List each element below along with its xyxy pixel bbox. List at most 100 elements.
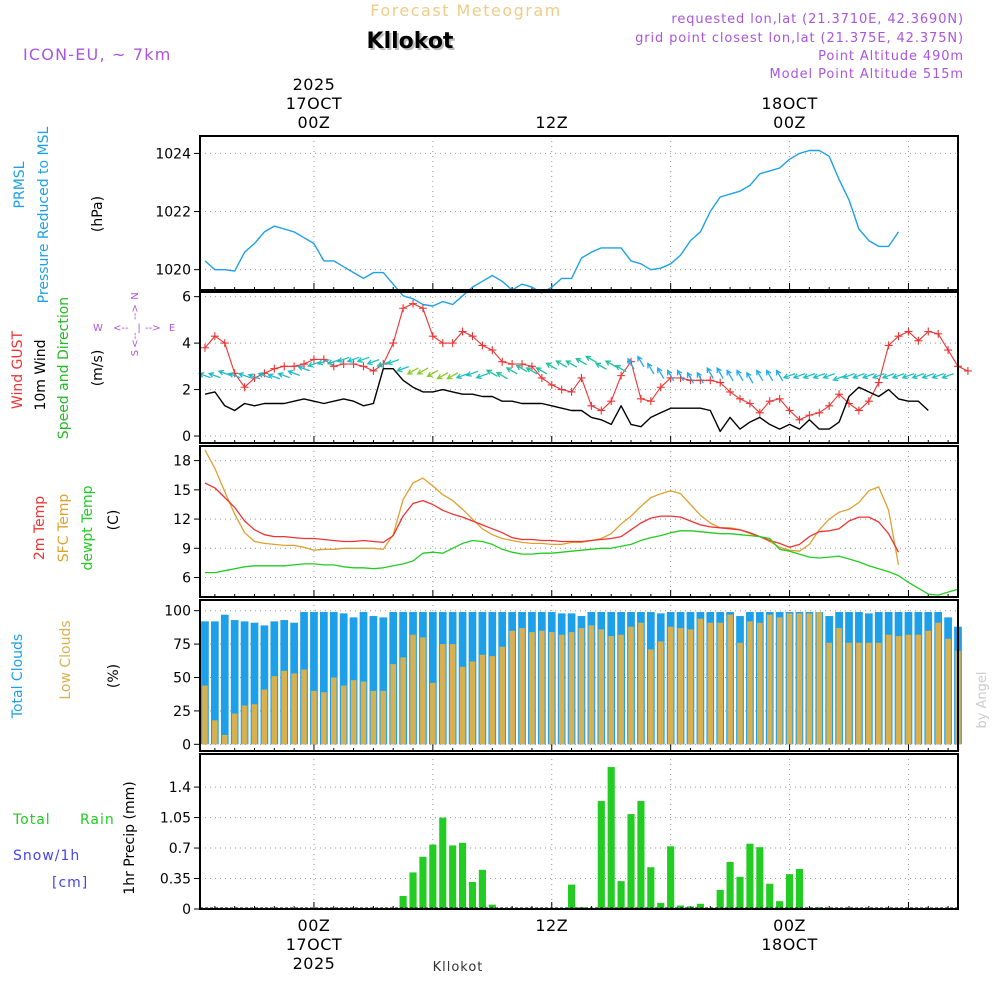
rain-bar [488, 904, 496, 909]
wind-gust-marker [785, 406, 794, 415]
wind-gust-marker [458, 327, 467, 336]
low-clouds-bar [439, 644, 446, 745]
clouds-unit: (%) [106, 664, 122, 688]
compass-arrow-west: <-- [113, 323, 129, 334]
wind-direction-arrow [792, 372, 806, 380]
wind-direction-arrow [545, 362, 558, 370]
low-clouds-bar [677, 628, 684, 745]
wind-direction-arrow [832, 375, 845, 382]
wind-direction-arrow [356, 356, 370, 363]
footer-location: Kllokot [433, 960, 484, 975]
low-clouds-bar [390, 664, 396, 745]
low-clouds-bar [321, 692, 327, 745]
wind-direction-arrow [555, 360, 568, 368]
wind-ytick-label: 0 [182, 429, 191, 445]
low-clouds-bar [608, 636, 614, 745]
wind-direction-arrow [495, 371, 508, 380]
wind-gust-marker [934, 329, 943, 338]
precip-unit: 1hr Precip (mm) [122, 781, 138, 894]
rain-bar [795, 868, 804, 909]
pressure-label-line2: Pressure Reduced to MSL [36, 126, 52, 303]
low-clouds-bar [895, 636, 902, 745]
wind-direction-arrow [657, 366, 665, 379]
wind-direction-arrow [297, 365, 310, 372]
wind-gust-marker [488, 346, 497, 355]
temperature-ytick-label: 15 [173, 483, 191, 499]
wind-direction-arrow [346, 356, 360, 363]
low-clouds-bar [945, 638, 951, 745]
wind-panel: 0 2 4 6 [182, 290, 972, 445]
precip-panel-label: Total Rain Snow/1h [cm] 1hr Precip (mm) [12, 781, 138, 894]
low-clouds-bar [301, 669, 307, 745]
rain-bar [756, 847, 764, 909]
location-title-shadow: Kllokot [369, 31, 456, 56]
low-clouds-bar [578, 628, 585, 745]
wind-gust-marker [587, 401, 596, 410]
low-clouds-bar [816, 612, 823, 745]
wind-direction-arrow [575, 358, 587, 366]
panel-border [199, 135, 959, 291]
wind-direction-arrow [891, 372, 905, 380]
wind-gust-marker [349, 360, 358, 369]
pressure-ytick-label: 1022 [155, 205, 191, 221]
low-clouds-bar [529, 632, 535, 745]
rain-bar [637, 801, 645, 909]
low-clouds-bar [846, 642, 852, 745]
low-clouds-bar [350, 680, 357, 745]
wind-direction-arrow [871, 372, 885, 380]
low-clouds-bar [400, 657, 406, 745]
compass-south: S [130, 350, 141, 356]
low-clouds-bar [449, 644, 456, 745]
wind-gust-marker [389, 339, 398, 348]
total-clouds-bar [428, 612, 437, 745]
low-clouds-bar [241, 705, 248, 745]
rain-bar [776, 901, 784, 909]
low-clouds-bar [697, 618, 704, 745]
wind-direction-arrow [386, 359, 400, 366]
precip-panel: 0 0.35 0.7 1.05 1.4 [160, 753, 959, 918]
rain-bar [696, 903, 704, 909]
time-label-bottom: 12Z [535, 916, 568, 935]
temperature-ytick-label: 18 [173, 454, 191, 470]
wind-direction-arrow [594, 362, 607, 370]
low-clouds-bar [261, 689, 268, 745]
compass-east: E [169, 323, 175, 334]
rain-bar [657, 902, 665, 909]
panel-border [199, 445, 959, 598]
low-clouds-bar [925, 630, 932, 745]
wind-direction-arrow [406, 367, 419, 375]
wind-gust-marker [329, 362, 338, 371]
wind-direction-arrow [666, 369, 675, 382]
low-clouds-bar [291, 673, 297, 745]
temperature-ytick-label: 6 [182, 571, 191, 587]
precip-ytick-label: 1.4 [169, 780, 191, 796]
panel-border [199, 599, 959, 752]
wind-direction-arrow [217, 369, 231, 376]
wind-direction-arrow [604, 360, 617, 368]
dewpoint-label: dewpt Temp [80, 485, 96, 570]
rain-bar [597, 801, 605, 909]
low-clouds-bar [370, 690, 377, 745]
low-clouds-bar [568, 632, 575, 745]
wind-direction-arrow [861, 372, 875, 380]
time-label-bottom: 00Z [773, 916, 806, 935]
wind-direction-arrow [775, 369, 784, 382]
wind-gust-marker [894, 332, 903, 341]
credit-watermark: by Angel [975, 671, 990, 728]
rain-label-total: Total [12, 812, 51, 828]
wind-gust-marker [597, 406, 606, 415]
wind-direction-arrow [316, 359, 330, 366]
wind-gust-marker [736, 394, 745, 403]
rain-bar [478, 869, 486, 909]
time-label-bottom: 00Z [298, 916, 331, 935]
wind-gust-marker [854, 406, 863, 415]
rain-bar [627, 814, 635, 909]
low-clouds-bar [856, 642, 862, 745]
time-label-top: 00Z [298, 113, 331, 132]
low-clouds-bar [509, 630, 515, 745]
wind-gust-marker [200, 343, 209, 352]
total-clouds-bar [240, 621, 249, 745]
wind-gust-marker [210, 332, 219, 341]
low-clouds-bar [271, 676, 278, 745]
wind-gust-marker [399, 304, 408, 313]
